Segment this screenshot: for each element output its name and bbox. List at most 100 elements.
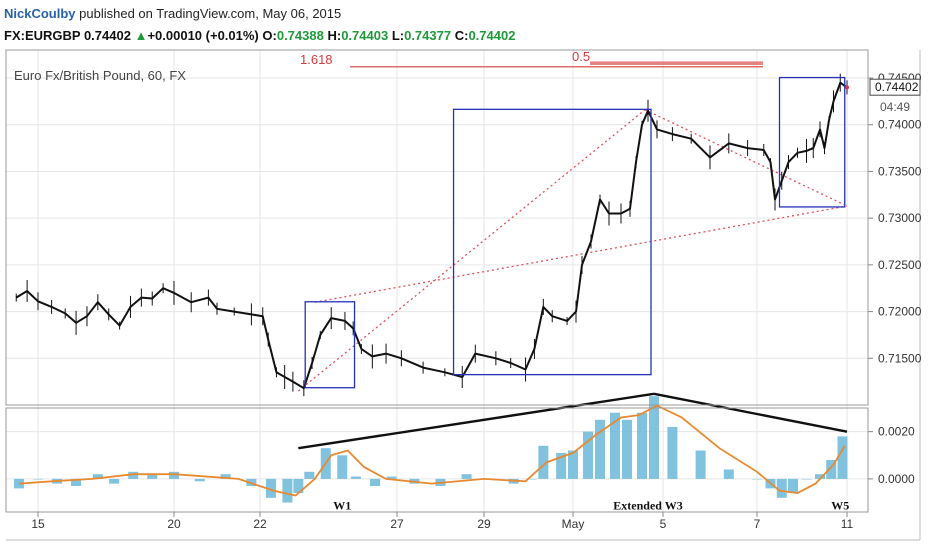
price-series <box>15 73 849 397</box>
histogram-bar <box>649 396 659 479</box>
price-tag-label: 0.74402 <box>875 80 919 94</box>
histogram-bar <box>194 478 205 482</box>
low-value: 0.74377 <box>404 28 452 43</box>
countdown-label: 04:49 <box>880 100 910 114</box>
histogram-bar <box>837 436 848 479</box>
trend-lines <box>297 109 848 392</box>
open-value: 0.74388 <box>276 28 324 43</box>
wave-label: W5 <box>831 498 849 512</box>
fibonacci-levels: 1.618 0.5 <box>300 49 763 68</box>
histogram-bar <box>815 474 825 479</box>
histogram-bar <box>220 474 231 479</box>
histogram-bar <box>33 478 43 480</box>
osc-tick-label: 0.0020 <box>878 425 915 439</box>
histogram-bar <box>695 450 706 479</box>
grid <box>6 50 868 512</box>
histogram-bar <box>610 412 620 479</box>
y-tick-label: 0.71500 <box>878 351 922 365</box>
histogram-bar <box>568 450 578 479</box>
y-tick-label: 0.72500 <box>878 258 922 272</box>
histogram-bar <box>71 478 82 486</box>
open-label: O: <box>262 28 277 43</box>
wave-trend-line <box>298 392 655 450</box>
histogram-bar <box>801 478 812 480</box>
histogram-bar <box>282 478 293 503</box>
x-tick-label: 20 <box>167 517 181 531</box>
x-tick-label: 11 <box>841 517 854 531</box>
x-tick-label: 22 <box>253 517 267 531</box>
wave-label: W1 <box>333 498 351 512</box>
ohlc-line: FX:EURGBP 0.74402 ▲+0.00010 (+0.01%) O:0… <box>4 28 515 43</box>
price-line <box>15 81 848 390</box>
histogram-bar <box>622 419 632 479</box>
signal-line <box>18 404 846 497</box>
y-tick-label: 0.73000 <box>878 211 922 225</box>
y-tick-label: 0.73500 <box>878 164 922 178</box>
histogram-bar <box>92 474 103 479</box>
wave-box <box>452 108 652 376</box>
author-link[interactable]: NickCoulby <box>4 6 76 21</box>
symbol[interactable]: FX:EURGBP <box>4 28 81 43</box>
histogram-bar <box>776 478 787 498</box>
histogram-bar <box>461 474 472 479</box>
histogram-bar <box>538 445 549 479</box>
histogram-bar <box>128 471 139 479</box>
wave-trend-line <box>653 392 848 433</box>
x-tick-label: 27 <box>390 517 404 531</box>
histogram-bar <box>13 478 24 489</box>
histogram-bar <box>350 476 361 479</box>
close-label: C: <box>454 28 469 43</box>
histogram-bar <box>386 476 397 479</box>
y-tick-label: 0.74000 <box>878 118 922 132</box>
histogram-bar <box>788 478 798 494</box>
dotted-trend-line <box>644 109 848 207</box>
histogram-bar <box>595 419 605 479</box>
up-arrow-icon: ▲ <box>134 28 148 43</box>
last-price: 0.74402 <box>83 28 131 43</box>
main-pane-border <box>5 49 869 406</box>
wave-box <box>778 76 846 208</box>
histogram-bar <box>304 471 315 479</box>
high-value: 0.74403 <box>341 28 389 43</box>
x-tick-label: May <box>562 517 585 531</box>
histogram-bar <box>667 426 678 479</box>
fib-level-label: 1.618 <box>300 52 333 67</box>
oscillator-pane-border <box>5 407 869 513</box>
price-tag-box <box>869 78 921 96</box>
x-tick-label: 7 <box>754 517 761 531</box>
histogram-bar <box>293 478 304 494</box>
axes: 15 20 22 27 29 May 5 7 110.745000.740000.735000.… <box>5 49 922 541</box>
low-label: L: <box>391 28 405 43</box>
wave-boxes <box>304 76 846 389</box>
histogram-bar <box>723 469 734 479</box>
last-price-dot <box>845 85 849 90</box>
x-tick-label: 15 <box>31 517 45 531</box>
publish-line: NickCoulby published on TradingView.com,… <box>4 6 341 21</box>
chart-labels: Euro Fx/British Pound, 60, FX <box>14 68 186 83</box>
histogram-bar <box>337 455 348 479</box>
wave-box <box>304 301 356 389</box>
histogram-bar <box>109 478 120 484</box>
histogram-bar <box>526 478 537 480</box>
high-label: H: <box>327 28 342 43</box>
histogram-bar <box>826 460 837 479</box>
oscillator-pane: W1 Extended W3 W5 <box>13 392 849 512</box>
x-tick-label: 29 <box>477 517 491 531</box>
histogram-bar <box>265 478 276 498</box>
histogram-bar <box>556 452 567 479</box>
price-change: +0.00010 (+0.01%) <box>147 28 259 43</box>
dotted-trend-line <box>297 109 646 392</box>
histogram-bar <box>637 412 647 479</box>
chart-title: Euro Fx/British Pound, 60, FX <box>14 68 186 83</box>
fib-level-label: 0.5 <box>572 49 590 64</box>
y-tick-label: 0.72000 <box>878 305 922 319</box>
x-tick-label: 5 <box>660 517 667 531</box>
dotted-trend-line <box>314 205 848 303</box>
wave-label: Extended W3 <box>613 498 682 512</box>
histogram-bar <box>169 471 179 479</box>
close-value: 0.74402 <box>468 28 516 43</box>
histogram-bar <box>370 478 381 486</box>
published-text: published on TradingView.com, May 06, 20… <box>79 6 342 21</box>
osc-tick-label: 0.0000 <box>878 472 915 486</box>
